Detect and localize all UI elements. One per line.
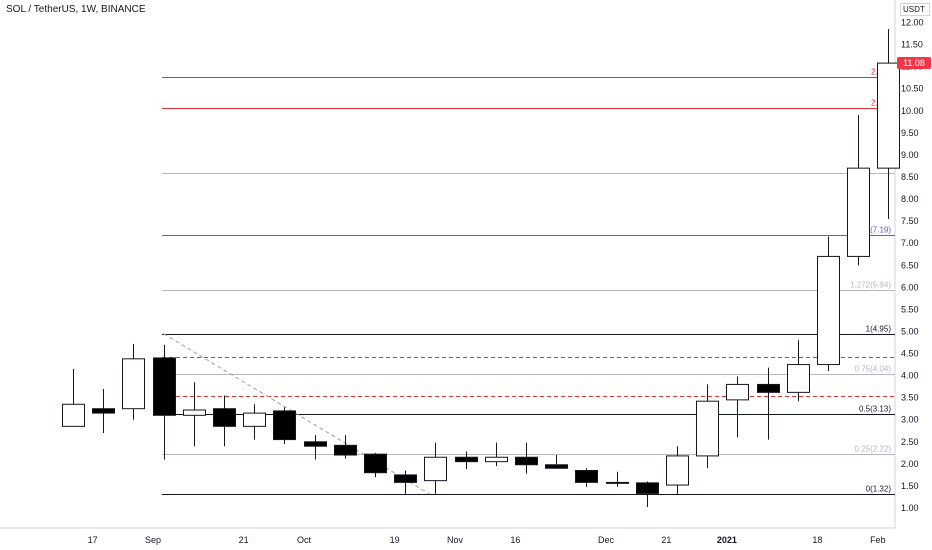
time-tick-label: 18	[812, 535, 822, 545]
fib-level-label: 1.272(5.94)	[850, 281, 891, 290]
candle-body-up	[485, 456, 508, 463]
price-tick-label: 4.00	[901, 371, 919, 381]
price-tick-label: 6.00	[901, 282, 919, 292]
time-tick-label: 2021	[717, 535, 737, 545]
candle-body-up	[847, 167, 870, 257]
price-tick-label: 1.50	[901, 481, 919, 491]
candle-body-down	[92, 408, 115, 414]
fib-level-label: 0.5(3.13)	[859, 405, 891, 414]
price-tick-label: 1.00	[901, 503, 919, 513]
candle-body-up	[666, 455, 689, 486]
time-tick-label: 21	[239, 535, 249, 545]
time-tick-label: Dec	[598, 535, 615, 545]
candle-body-down	[606, 481, 629, 484]
symbol-title: SOL / TetherUS, 1W, BINANCE	[6, 4, 146, 15]
candle-body-down	[394, 474, 417, 483]
candle-body-up	[726, 383, 749, 401]
candle-body-up	[817, 255, 840, 366]
candle-body-down	[364, 453, 387, 474]
price-tick-label: 8.00	[901, 194, 919, 204]
time-tick-label: Nov	[447, 535, 464, 545]
price-tick-label: 7.00	[901, 238, 919, 248]
candle-body-down	[545, 464, 568, 469]
candle-body-down	[304, 441, 327, 447]
price-tick-label: 10.00	[901, 106, 924, 116]
candle-body-down	[334, 444, 357, 456]
price-tick-label: 7.50	[901, 216, 919, 226]
price-tick-label: 4.50	[901, 349, 919, 359]
price-tick-label: 5.00	[901, 326, 919, 336]
time-tick-label: Feb	[870, 535, 886, 545]
price-tick-label: 11.50	[901, 40, 923, 50]
candle-body-down	[515, 456, 538, 466]
price-tick-label: 9.50	[901, 128, 919, 138]
candle-body-down	[575, 469, 598, 483]
fib-level-label: 1(4.95)	[866, 325, 892, 334]
price-tick-label: 6.50	[901, 260, 919, 270]
time-tick-label: 21	[661, 535, 671, 545]
price-tick-label: 2.00	[901, 459, 919, 469]
candle-body-up	[787, 364, 810, 393]
candle-body-down	[636, 482, 659, 494]
candle-body-down	[273, 410, 296, 441]
price-tick-label: 3.50	[901, 393, 919, 403]
candle-body-up	[243, 412, 266, 427]
candle-body-up	[424, 456, 447, 482]
candle-body-up	[62, 403, 85, 427]
price-tick-label: 9.00	[901, 150, 919, 160]
price-tick-label: 8.50	[901, 172, 919, 182]
time-tick-label: 17	[88, 535, 98, 545]
price-tick-label: 3.00	[901, 415, 919, 425]
price-tick-label: 2.50	[901, 437, 919, 447]
candle-body-up	[122, 358, 145, 410]
candle-body-up	[696, 400, 719, 457]
time-tick-label: Sep	[145, 535, 161, 545]
currency-label: USDT	[900, 3, 930, 16]
time-tick-label: Oct	[297, 535, 312, 545]
price-tick-label: 5.50	[901, 304, 919, 314]
candle-body-up	[183, 409, 206, 416]
time-tick-label: 16	[510, 535, 520, 545]
candle-body-down	[455, 456, 478, 463]
fib-level-label: 0.25(2.22)	[855, 445, 892, 454]
price-tick-label: 12.00	[901, 18, 924, 28]
fib-level-label: 0(1.32)	[866, 485, 892, 494]
trend-line	[163, 333, 430, 495]
candle-body-up	[877, 62, 900, 169]
last-price-tag: 11.08	[897, 57, 931, 70]
price-tick-label: 10.50	[901, 84, 924, 94]
candle-body-down	[757, 383, 780, 393]
candle-body-down	[153, 357, 176, 416]
fib-level-label: 0.75(4.04)	[855, 365, 892, 374]
time-tick-label: 19	[390, 535, 400, 545]
candle-body-down	[213, 408, 236, 427]
fib-level-label: 18(7.19)	[861, 226, 891, 235]
